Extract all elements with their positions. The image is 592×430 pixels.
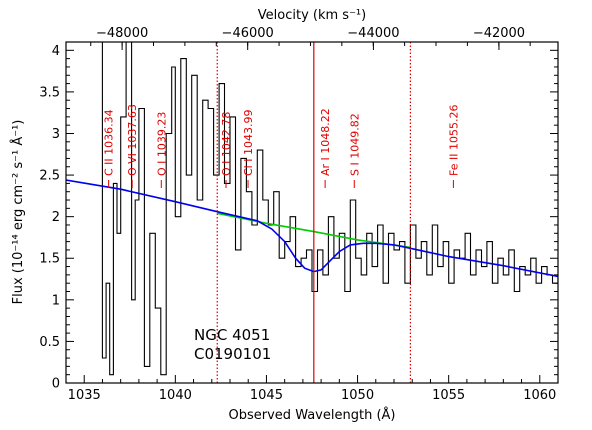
y-tick-label-0: 0 [52,377,60,392]
y-tick-label-8: 4 [52,44,60,59]
line-id-label-1: O VI 1037.63 [126,104,139,176]
line-id-label-6: S I 1049.82 [348,113,361,176]
x-tick-label-2: 1045 [250,388,283,403]
dataset-id: C0190101 [194,345,271,363]
y-tick-label-6: 3 [52,127,60,142]
x-tick-label-1: 1040 [159,388,192,403]
y-tick-label-2: 1 [52,293,60,308]
x-axis-label: Observed Wavelength (Å) [229,407,396,423]
flux-spectrum-line [66,42,558,376]
line-id-label-7: Fe II 1055.26 [447,105,460,176]
y-tick-label-7: 3.5 [39,85,60,100]
y-tick-label-5: 2.5 [39,169,60,184]
line-id-label-2: O I 1039.23 [155,112,168,176]
top-axis-label: Velocity (km s⁻¹) [258,8,366,23]
line-id-label-3: O I 1042.78 [220,112,233,176]
top-tick-label-2: −44000 [347,26,399,41]
plot-frame [65,41,559,384]
line-id-label-5: Ar I 1048.22 [319,108,332,176]
line-id-label-4: Cl I 1043.99 [242,110,255,176]
x-tick-label-5: 1060 [523,388,556,403]
x-tick-label-3: 1050 [341,388,374,403]
y-tick-label-1: 0.5 [39,335,60,350]
object-name: NGC 4051 [194,326,270,344]
top-tick-label-1: −46000 [222,26,274,41]
x-tick-label-4: 1055 [432,388,465,403]
top-tick-label-3: −42000 [473,26,525,41]
x-tick-label-0: 1035 [68,388,101,403]
top-tick-label-0: −48000 [96,26,148,41]
y-axis-label: Flux (10⁻¹⁴ erg cm⁻² s⁻¹ Å⁻¹) [10,120,26,305]
y-tick-label-3: 1.5 [39,252,60,267]
absorption-model-line [66,179,558,278]
y-tick-label-4: 2 [52,210,60,225]
line-id-label-0: C II 1036.34 [103,109,116,176]
